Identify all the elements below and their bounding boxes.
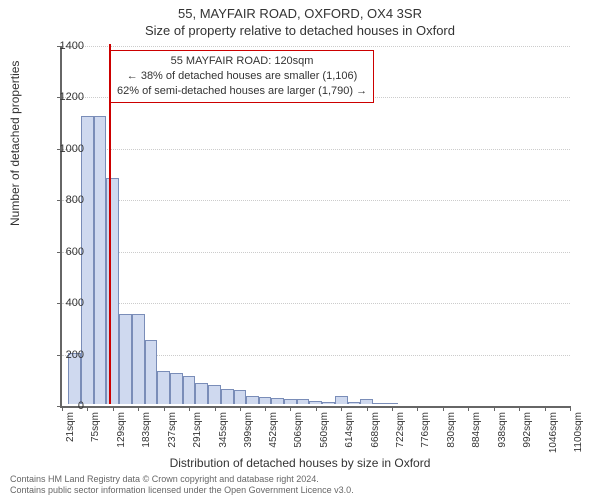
xtick-mark xyxy=(570,406,571,411)
gridline xyxy=(62,303,570,304)
histogram-bar xyxy=(145,340,158,404)
ytick-label: 800 xyxy=(44,194,84,206)
histogram-bar xyxy=(309,401,322,404)
footer-line-2: Contains public sector information licen… xyxy=(10,485,354,496)
histogram-bar xyxy=(246,396,259,404)
xtick-label: 129sqm xyxy=(116,412,127,462)
xtick-label: 291sqm xyxy=(192,412,203,462)
xtick-label: 345sqm xyxy=(218,412,229,462)
xtick-mark xyxy=(215,406,216,411)
ytick-label: 200 xyxy=(44,349,84,361)
ytick-label: 1000 xyxy=(44,143,84,155)
page-title-main: 55, MAYFAIR ROAD, OXFORD, OX4 3SR xyxy=(0,0,600,21)
xtick-label: 830sqm xyxy=(446,412,457,462)
page-title-sub: Size of property relative to detached ho… xyxy=(0,21,600,38)
xtick-mark xyxy=(265,406,266,411)
histogram-bar xyxy=(271,398,284,404)
xtick-label: 183sqm xyxy=(141,412,152,462)
histogram-bar xyxy=(297,399,310,404)
histogram-bar xyxy=(221,389,234,404)
xtick-label: 452sqm xyxy=(268,412,279,462)
xtick-mark xyxy=(417,406,418,411)
xtick-mark xyxy=(545,406,546,411)
xtick-label: 776sqm xyxy=(420,412,431,462)
histogram-bar xyxy=(170,373,183,404)
xtick-label: 992sqm xyxy=(522,412,533,462)
histogram-bar xyxy=(259,397,272,404)
footer-line-1: Contains HM Land Registry data © Crown c… xyxy=(10,474,354,485)
xtick-mark xyxy=(189,406,190,411)
histogram-bar xyxy=(157,371,170,404)
xtick-mark xyxy=(341,406,342,411)
x-axis-label: Distribution of detached houses by size … xyxy=(0,456,600,470)
xtick-mark xyxy=(113,406,114,411)
histogram-bar xyxy=(119,314,132,404)
xtick-label: 884sqm xyxy=(471,412,482,462)
xtick-label: 75sqm xyxy=(90,412,101,462)
xtick-mark xyxy=(164,406,165,411)
xtick-mark xyxy=(443,406,444,411)
histogram-bar xyxy=(322,402,335,404)
ytick-label: 600 xyxy=(44,246,84,258)
xtick-mark xyxy=(494,406,495,411)
xtick-label: 560sqm xyxy=(319,412,330,462)
ytick-label: 1400 xyxy=(44,40,84,52)
xtick-label: 1100sqm xyxy=(573,412,584,462)
marker-info-box: 55 MAYFAIR ROAD: 120sqm ← 38% of detache… xyxy=(110,50,374,103)
histogram-bar xyxy=(360,399,373,404)
histogram-bar xyxy=(132,314,145,404)
xtick-mark xyxy=(392,406,393,411)
xtick-mark xyxy=(240,406,241,411)
xtick-label: 1046sqm xyxy=(548,412,559,462)
histogram-bar xyxy=(94,116,107,404)
ytick-label: 400 xyxy=(44,297,84,309)
xtick-label: 237sqm xyxy=(167,412,178,462)
info-line-3: 62% of semi-detached houses are larger (… xyxy=(117,84,367,99)
histogram-bar xyxy=(373,403,386,404)
gridline xyxy=(62,252,570,253)
footer-attribution: Contains HM Land Registry data © Crown c… xyxy=(10,474,354,496)
info-line-2: ← 38% of detached houses are smaller (1,… xyxy=(117,69,367,84)
xtick-mark xyxy=(138,406,139,411)
histogram-bar xyxy=(335,396,348,404)
xtick-mark xyxy=(519,406,520,411)
xtick-label: 668sqm xyxy=(370,412,381,462)
xtick-mark xyxy=(87,406,88,411)
histogram-bar xyxy=(234,390,247,404)
info-line-1: 55 MAYFAIR ROAD: 120sqm xyxy=(117,54,367,69)
y-axis-label: Number of detached properties xyxy=(8,61,22,226)
xtick-label: 399sqm xyxy=(243,412,254,462)
histogram-bar xyxy=(195,383,208,404)
xtick-label: 938sqm xyxy=(497,412,508,462)
histogram-bar xyxy=(208,385,221,404)
xtick-label: 614sqm xyxy=(344,412,355,462)
xtick-label: 506sqm xyxy=(293,412,304,462)
ytick-label: 1200 xyxy=(44,91,84,103)
xtick-mark xyxy=(468,406,469,411)
gridline xyxy=(62,200,570,201)
histogram-bar xyxy=(183,376,196,404)
ytick-label: 0 xyxy=(44,400,84,412)
xtick-mark xyxy=(367,406,368,411)
histogram-bar xyxy=(284,399,297,404)
xtick-mark xyxy=(290,406,291,411)
chart-area: 21sqm75sqm129sqm183sqm237sqm291sqm345sqm… xyxy=(60,46,570,408)
histogram-bar xyxy=(81,116,94,404)
gridline xyxy=(62,46,570,47)
xtick-mark xyxy=(316,406,317,411)
xtick-label: 21sqm xyxy=(65,412,76,462)
histogram-bar xyxy=(348,402,361,404)
histogram-bar xyxy=(386,403,399,404)
xtick-label: 722sqm xyxy=(395,412,406,462)
gridline xyxy=(62,149,570,150)
